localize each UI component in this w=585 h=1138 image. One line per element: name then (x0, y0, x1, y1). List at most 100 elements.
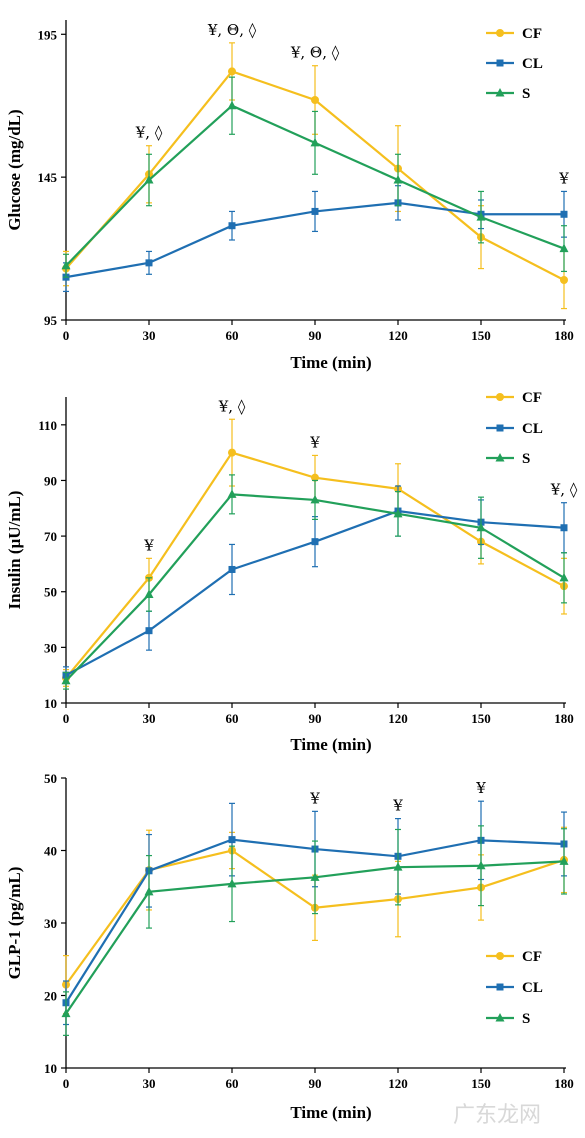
y-tick-label: 95 (44, 313, 58, 328)
legend-marker (496, 29, 504, 37)
data-point (228, 222, 236, 230)
x-tick-label: 0 (63, 1076, 70, 1091)
legend-marker (495, 453, 505, 462)
series-s (61, 474, 569, 690)
legend-marker (495, 88, 505, 97)
y-tick-label: 10 (44, 696, 57, 711)
data-point (144, 886, 154, 896)
y-tick-label: 20 (44, 989, 57, 1004)
y-axis-title: Insulin (µU/mL) (5, 491, 24, 610)
data-point (559, 243, 569, 253)
x-tick-label: 120 (388, 328, 408, 343)
data-point (145, 259, 153, 267)
x-tick-label: 150 (471, 1076, 491, 1091)
data-point (560, 276, 568, 284)
chart-panel-3: 10 20 30 40 50 0 30 60 90 120 150 180 Time (min) GLP-… (5, 771, 574, 1122)
series-cf (62, 42, 568, 310)
data-point (145, 627, 153, 635)
y-tick-label: 50 (44, 771, 57, 786)
legend-label: S (522, 86, 530, 102)
x-tick-label: 120 (388, 711, 408, 726)
data-point (560, 524, 568, 532)
y-tick-label: 195 (38, 27, 58, 42)
chart-panel-2: 10 30 50 70 90 110 0 30 60 90 120 150 180 Time (min) I… (5, 390, 578, 754)
x-tick-label: 60 (226, 1076, 239, 1091)
legend-label: CL (522, 980, 543, 996)
legend-marker (496, 983, 504, 991)
significance-annotation: ¥ (309, 789, 320, 807)
legend: CF CL S (486, 390, 543, 467)
x-tick-label: 90 (309, 711, 322, 726)
legend-label: S (522, 1011, 530, 1027)
data-point (61, 260, 71, 270)
legend-marker (496, 393, 504, 401)
x-tick-label: 60 (226, 328, 239, 343)
data-point (144, 175, 154, 184)
data-point (476, 860, 486, 870)
x-tick-label: 180 (554, 711, 574, 726)
chart-panel-1: 95 145 195 0 30 60 90 120 150 180 Time (min) Glucos… (5, 20, 574, 372)
data-point (311, 207, 319, 215)
legend-label: CF (522, 949, 542, 965)
legend-label: S (522, 451, 530, 467)
data-point (393, 508, 403, 518)
x-tick-label: 0 (63, 328, 70, 343)
legend: CF CL S (486, 949, 543, 1027)
y-tick-label: 10 (44, 1061, 57, 1076)
x-tick-label: 60 (226, 711, 239, 726)
significance-annotation: ¥ (143, 536, 154, 554)
x-tick-label: 90 (309, 328, 322, 343)
significance-annotation: ¥ (309, 433, 320, 451)
significance-annotation: ¥ (558, 169, 569, 187)
significance-annotation: ¥, ◊ (135, 124, 163, 142)
y-tick-label: 30 (44, 640, 57, 655)
y-tick-label: 50 (44, 585, 57, 600)
y-axis-title: Glucose (mg/dL) (5, 109, 24, 230)
data-point (560, 210, 568, 218)
data-point (228, 836, 236, 844)
data-point (311, 473, 319, 482)
watermark: 广东龙网 (453, 1103, 541, 1128)
data-point (228, 67, 236, 76)
significance-annotation: ¥, ◊ (218, 397, 246, 415)
significance-annotation: ¥, Θ, ◊ (207, 21, 257, 39)
significance-annotation: ¥ (475, 779, 486, 797)
x-tick-label: 180 (554, 328, 574, 343)
legend-label: CF (522, 26, 542, 42)
data-point (228, 565, 236, 573)
data-point (311, 538, 319, 546)
legend-label: CL (522, 421, 543, 437)
significance-annotation: ¥, ◊ (550, 481, 578, 499)
y-tick-label: 110 (38, 418, 57, 433)
legend-marker (496, 59, 504, 67)
data-point (393, 862, 403, 871)
data-point (227, 878, 237, 888)
data-point (476, 522, 486, 532)
y-tick-label: 40 (44, 844, 57, 859)
data-point (227, 100, 237, 110)
x-tick-label: 30 (143, 328, 156, 343)
series-s (61, 825, 569, 1036)
data-point (61, 1008, 71, 1018)
data-point (476, 212, 486, 221)
x-axis-title: Time (min) (290, 353, 371, 372)
y-tick-label: 30 (44, 916, 57, 931)
x-tick-label: 150 (471, 328, 491, 343)
x-tick-label: 30 (143, 1076, 156, 1091)
legend-marker (495, 1013, 505, 1022)
legend-label: CF (522, 390, 542, 406)
significance-annotation: ¥, Θ, ◊ (290, 44, 340, 62)
data-point (310, 872, 320, 881)
data-point (559, 856, 569, 865)
data-point (144, 589, 154, 599)
x-tick-label: 180 (554, 1076, 574, 1091)
data-point (311, 96, 319, 104)
y-tick-label: 90 (44, 473, 57, 488)
x-tick-label: 0 (63, 711, 70, 726)
x-tick-label: 30 (143, 711, 156, 726)
x-axis-title: Time (min) (290, 735, 371, 754)
x-axis-title: Time (min) (290, 1103, 371, 1122)
series-cl (62, 185, 568, 293)
data-point (310, 137, 320, 147)
